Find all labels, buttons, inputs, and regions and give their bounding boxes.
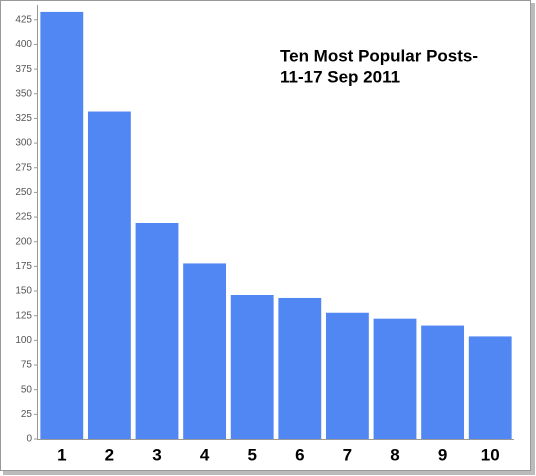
y-tick-label: 125 [15,310,32,321]
bar [87,111,131,439]
y-tick-label: 225 [15,212,32,223]
x-tick-label: 7 [343,445,352,464]
x-tick-label: 8 [390,445,399,464]
bar [373,318,417,439]
bar [278,297,322,439]
x-tick-label: 4 [200,445,210,464]
bar [325,312,369,439]
x-tick-label: 10 [481,445,500,464]
bar [230,294,274,439]
y-tick-label: 325 [15,113,32,124]
bar [135,222,179,439]
y-tick-label: 100 [15,335,32,346]
y-tick-label: 250 [15,187,32,198]
y-tick-label: 75 [21,360,33,371]
x-tick-label: 6 [295,445,304,464]
y-tick-label: 375 [15,64,32,75]
y-tick-label: 175 [15,261,32,272]
bar [183,263,227,439]
y-tick-label: 150 [15,286,32,297]
x-tick-label: 1 [57,445,66,464]
chart-title: 11-17 Sep 2011 [280,67,400,86]
y-tick-label: 50 [21,384,33,395]
y-tick-label: 0 [26,434,32,445]
y-tick-label: 200 [15,236,32,247]
y-tick-label: 400 [15,39,32,50]
x-tick-label: 2 [105,445,114,464]
y-tick-label: 425 [15,14,32,25]
chart-title: Ten Most Popular Posts- [280,46,478,65]
bar [468,336,512,439]
y-tick-label: 275 [15,162,32,173]
y-tick-label: 350 [15,88,32,99]
bar [40,11,84,440]
bar [421,325,465,439]
x-tick-label: 3 [152,445,161,464]
x-tick-label: 9 [438,445,447,464]
y-tick-label: 25 [21,409,33,420]
x-tick-label: 5 [247,445,256,464]
y-tick-label: 300 [15,138,32,149]
